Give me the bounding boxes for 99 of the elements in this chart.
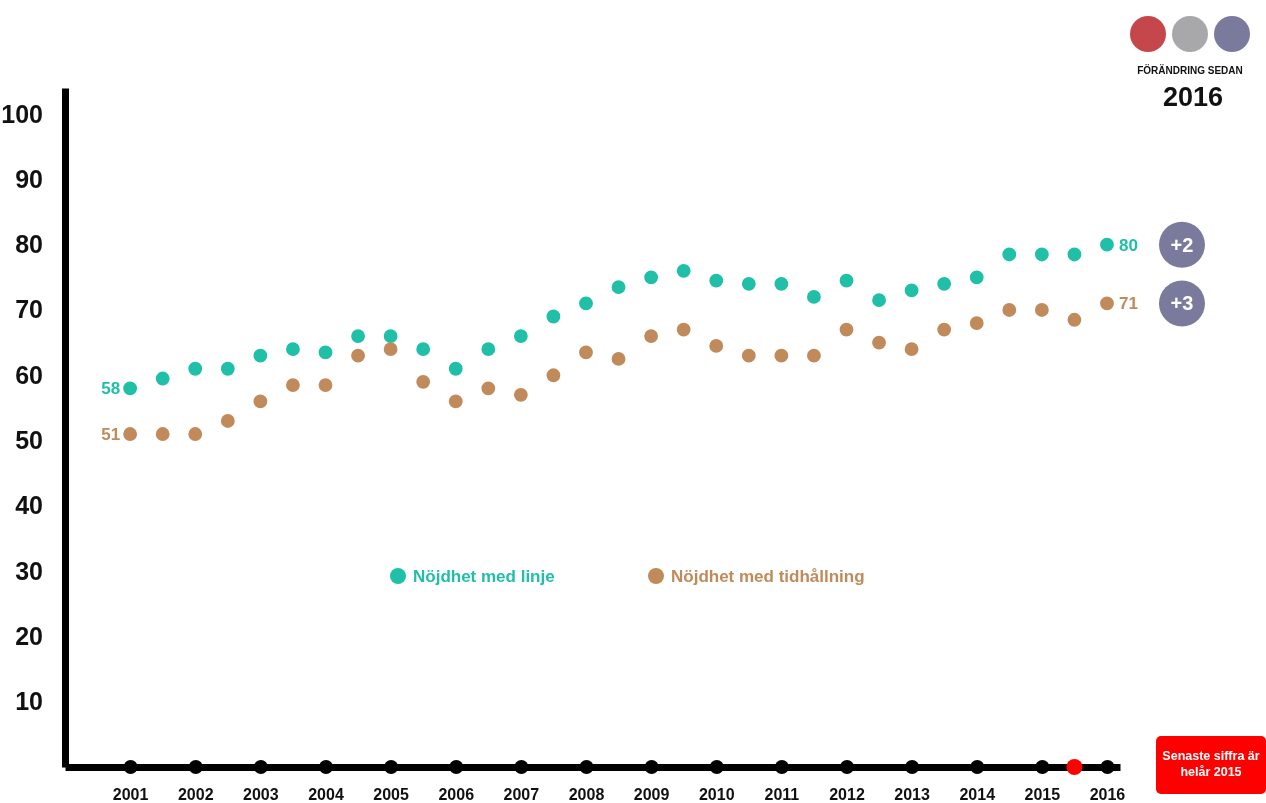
x-tick-label: 2012	[829, 786, 865, 803]
point	[383, 342, 398, 357]
point	[774, 348, 789, 363]
x-tick-label: 2016	[1089, 786, 1126, 803]
point	[253, 348, 268, 363]
y-tick-label: 40	[15, 491, 43, 520]
x-tick-label: 2008	[568, 786, 605, 803]
point	[579, 296, 593, 311]
x-tick-label: 2011	[764, 786, 800, 803]
point	[611, 352, 626, 366]
point	[1067, 247, 1082, 262]
point	[839, 322, 854, 337]
point	[155, 427, 170, 441]
data-label: 71	[1118, 294, 1138, 314]
y-tick-label: 50	[15, 426, 43, 455]
x-tick-label: 2001	[112, 786, 149, 803]
point	[351, 329, 365, 343]
point	[220, 414, 235, 428]
point	[123, 427, 138, 441]
x-tick-label: 2015	[1024, 786, 1061, 803]
point	[904, 283, 919, 298]
y-tick-label: 10	[15, 687, 43, 716]
point	[188, 361, 203, 376]
point	[448, 361, 463, 376]
point	[969, 316, 984, 330]
x-tick-label: 2002	[177, 786, 214, 803]
point	[644, 329, 659, 343]
point	[513, 329, 528, 343]
point	[286, 342, 300, 357]
data-label: 51	[101, 425, 121, 445]
point	[188, 427, 203, 441]
point	[155, 371, 170, 386]
point	[513, 387, 528, 402]
point	[839, 273, 854, 288]
text: +2	[1170, 233, 1194, 256]
x-tick-label: 2007	[503, 786, 540, 803]
legend-label: Nöjdhet med linje	[413, 567, 555, 586]
text: Senaste siffra är helår 2015	[1162, 749, 1260, 779]
point	[676, 263, 691, 278]
x-tick-label: 2003	[243, 786, 279, 803]
point	[546, 368, 561, 383]
point	[676, 322, 691, 337]
point	[709, 338, 724, 353]
point	[318, 378, 333, 392]
point	[611, 280, 626, 295]
point	[709, 273, 724, 288]
point	[807, 290, 821, 304]
point	[904, 342, 919, 357]
point	[383, 329, 398, 343]
point	[1100, 237, 1114, 252]
x-tick-label: 2009	[633, 786, 670, 803]
point	[872, 293, 886, 308]
legend-label: Nöjdhet med tidhållning	[671, 567, 865, 586]
point	[546, 309, 561, 324]
y-tick-label: 80	[15, 230, 43, 259]
text: FÖRÄNDRING SEDAN	[1137, 64, 1243, 76]
y-tick-label: 20	[15, 621, 43, 650]
point	[416, 374, 431, 389]
point	[351, 348, 365, 363]
point	[969, 270, 984, 285]
x-tick-label: 2004	[308, 786, 344, 803]
y-tick-label: 60	[15, 360, 43, 389]
point	[872, 335, 886, 350]
point	[579, 345, 593, 360]
point	[741, 276, 756, 291]
point	[937, 322, 952, 337]
point	[644, 270, 659, 285]
point	[318, 345, 333, 360]
point	[220, 361, 235, 376]
point	[1034, 303, 1049, 317]
point	[481, 381, 496, 396]
point	[1067, 312, 1082, 327]
point	[286, 378, 300, 392]
point	[1100, 296, 1114, 311]
y-tick-label: 70	[15, 295, 43, 324]
text: +3	[1170, 292, 1194, 315]
point	[937, 276, 952, 291]
x-tick-label: 2013	[894, 786, 930, 803]
point	[1002, 247, 1017, 262]
data-label: 58	[101, 379, 121, 399]
x-tick-label: 2014	[959, 786, 996, 803]
point	[416, 342, 431, 357]
x-tick-label: 2010	[698, 786, 735, 803]
data-label: 80	[1118, 235, 1138, 255]
text: 2016	[1162, 82, 1224, 112]
point	[1002, 303, 1017, 317]
x-tick-label: 2006	[438, 786, 475, 803]
point	[123, 381, 138, 396]
y-tick-label: 30	[15, 556, 43, 585]
point	[741, 348, 756, 363]
point	[448, 394, 463, 409]
point	[1034, 247, 1049, 262]
point	[481, 342, 496, 357]
point	[774, 276, 789, 291]
y-tick-label: 90	[15, 164, 43, 193]
y-tick-label: 100	[1, 99, 43, 128]
point	[253, 394, 268, 409]
point	[807, 348, 821, 363]
x-tick-label: 2005	[373, 786, 410, 803]
